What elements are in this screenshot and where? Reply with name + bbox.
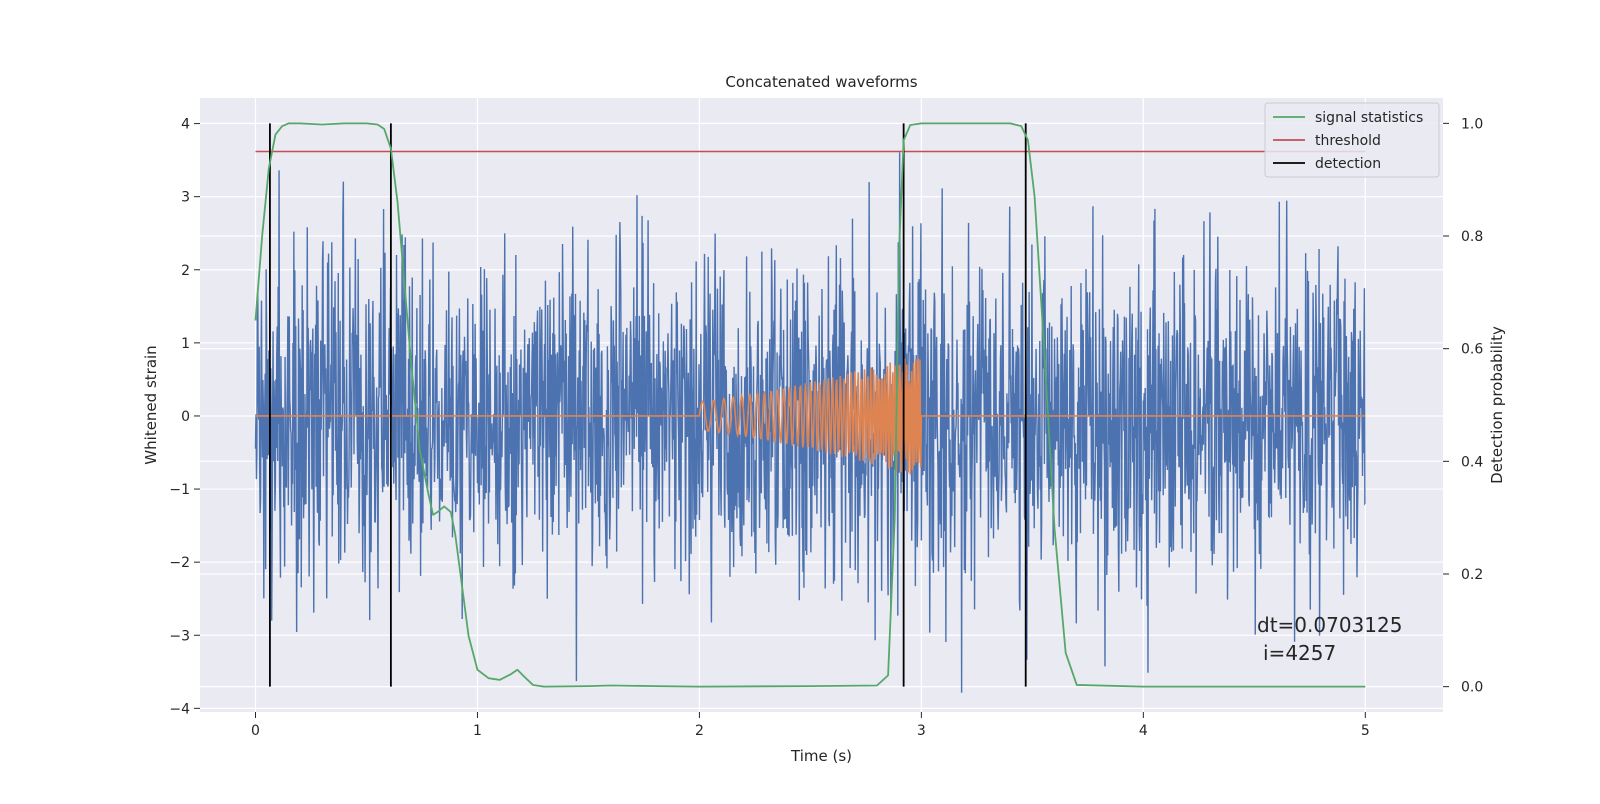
legend-label-threshold: threshold [1315, 133, 1381, 149]
y-tick-label: 2 [181, 263, 190, 279]
y-tick-label: 4 [181, 117, 190, 133]
y2-tick-label: 0.4 [1461, 454, 1483, 470]
legend: signal statistics threshold detection [1264, 102, 1440, 178]
y-tick-label: −2 [169, 555, 190, 571]
y2-tick-label: 0.6 [1461, 342, 1483, 358]
y2-axis-label: Detection probability [1488, 326, 1506, 484]
x-tick-label: 4 [1139, 723, 1148, 739]
annotation-i: i=4257 [1263, 641, 1336, 665]
y-tick-label: −3 [169, 628, 190, 644]
y2-tick-label: 0.8 [1461, 229, 1483, 245]
y2-tick-label: 0.2 [1461, 567, 1483, 583]
series-signal-statistics-line [254, 122, 1366, 688]
x-tick-label: 1 [473, 723, 482, 739]
y-tick-label: −1 [169, 482, 190, 498]
axes: 0 1 2 3 4 5 −4 −3 −2 −1 0 1 2 3 4 0.0 0.2 0.4 0.6 0.8 1.0 [169, 116, 1483, 739]
x-tick-label: 3 [917, 723, 926, 739]
x-tick-label: 2 [695, 723, 704, 739]
y2-tick-label: 0.0 [1461, 680, 1483, 696]
annotation-dt: dt=0.0703125 [1257, 613, 1402, 637]
y2-tick-label: 1.0 [1461, 116, 1483, 132]
x-tick-label: 5 [1361, 723, 1370, 739]
data-layer [254, 122, 1366, 693]
y-tick-label: 3 [181, 190, 190, 206]
x-tick-label: 0 [251, 723, 260, 739]
y-tick-label: −4 [169, 701, 190, 717]
series-strain-line [254, 152, 1366, 693]
y-tick-label: 0 [181, 409, 190, 425]
y-tick-label: 1 [181, 336, 190, 352]
x-axis-label: Time (s) [790, 747, 852, 765]
y-axis-label: Whitened strain [142, 345, 160, 464]
legend-box [1264, 102, 1440, 178]
series-injected-line [255, 358, 1366, 475]
chart-title: Concatenated waveforms [725, 73, 917, 91]
legend-label-signal-statistics: signal statistics [1315, 110, 1423, 126]
legend-label-detection: detection [1315, 156, 1381, 172]
